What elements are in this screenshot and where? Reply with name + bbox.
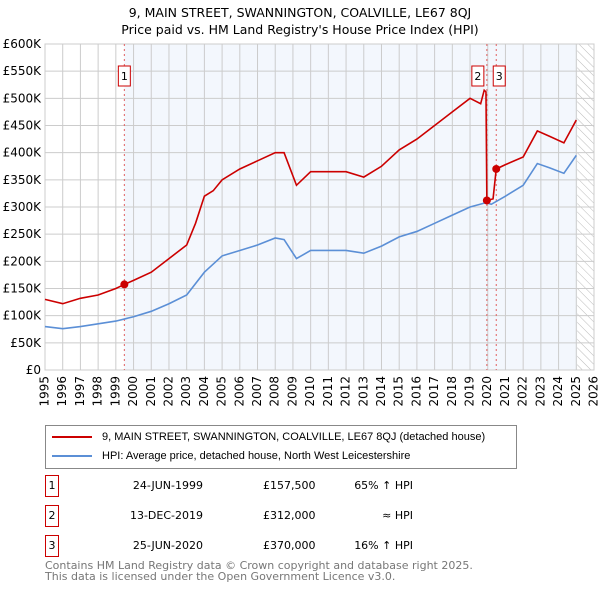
y-tick-label: £0 <box>26 363 41 377</box>
sale-badge <box>471 65 485 87</box>
x-tick-label: 1999 <box>108 376 122 407</box>
transaction-price: £312,000 <box>263 509 316 522</box>
x-tick-label: 2006 <box>232 376 246 407</box>
x-tick-label: 2001 <box>144 376 158 407</box>
x-tick-label: 2012 <box>339 376 353 407</box>
x-tick-label: 2020 <box>480 376 494 407</box>
x-tick-label: 2004 <box>197 376 211 407</box>
legend: 9, MAIN STREET, SWANNINGTON, COALVILLE, … <box>45 425 517 469</box>
sale-point <box>482 196 491 205</box>
y-tick-label: £250K <box>3 227 43 241</box>
sale-badge-label: 2 <box>474 70 481 83</box>
legend-item-property: 9, MAIN STREET, SWANNINGTON, COALVILLE, … <box>52 431 485 443</box>
y-tick-label: £450K <box>3 119 43 133</box>
x-tick-label: 2018 <box>445 376 459 407</box>
footer-line2: This data is licensed under the Open Gov… <box>45 570 396 583</box>
legend-label: HPI: Average price, detached house, Nort… <box>102 450 411 462</box>
x-tick-label: 2023 <box>533 376 547 407</box>
x-tick-label: 2025 <box>569 376 583 407</box>
x-tick-label: 2003 <box>179 376 193 407</box>
x-tick-label: 2000 <box>126 376 140 407</box>
transaction-badge: 1 <box>45 475 59 497</box>
legend-label: 9, MAIN STREET, SWANNINGTON, COALVILLE, … <box>102 431 486 443</box>
transaction-hpi: 16% ↑ HPI <box>354 539 413 552</box>
x-tick-label: 2026 <box>587 376 600 407</box>
x-tick-label: 2009 <box>285 376 299 407</box>
sale-badge-label: 3 <box>496 70 503 83</box>
y-tick-label: £550K <box>3 64 43 78</box>
transaction-price: £157,500 <box>263 479 316 492</box>
x-tick-label: 1998 <box>91 376 105 407</box>
footer-line1: Contains HM Land Registry data © Crown c… <box>45 559 473 572</box>
transaction-hpi: ≈ HPI <box>382 509 413 522</box>
x-tick-label: 2008 <box>268 376 282 407</box>
x-tick-label: 2017 <box>427 376 441 407</box>
x-tick-label: 2005 <box>215 376 229 407</box>
title-line1: 9, MAIN STREET, SWANNINGTON, COALVILLE, … <box>128 5 472 20</box>
transaction-hpi: 65% ↑ HPI <box>354 479 413 492</box>
sale-badge-label: 1 <box>121 70 128 83</box>
transaction-badge: 2 <box>45 505 59 527</box>
price-chart: 1995 1996 1997 1998 1999 2000 2001 2002 2003 2004… <box>3 37 600 407</box>
x-tick-label: 1996 <box>55 376 69 407</box>
legend-swatch-red <box>52 436 92 438</box>
sale-point <box>492 164 501 173</box>
hpi-line <box>44 154 577 330</box>
title-line2: Price paid vs. HM Land Registry's House … <box>121 22 479 37</box>
y-tick-label: £100K <box>3 309 43 323</box>
transaction-date: 13-DEC-2019 <box>129 509 203 522</box>
x-tick-label: 2024 <box>551 376 565 407</box>
transaction-date: 25-JUN-2020 <box>132 539 203 552</box>
y-tick-label: £200K <box>3 254 43 268</box>
plot-border <box>44 43 595 371</box>
legend-item-hpi: HPI: Average price, detached house, Nort… <box>52 450 410 462</box>
transaction-row: 2 13-DEC-2019 £312,000 ≈ HPI <box>45 505 445 527</box>
y-tick-label: £50K <box>10 336 42 350</box>
x-tick-label: 2021 <box>498 376 512 407</box>
y-tick-label: £150K <box>3 282 43 296</box>
sale-point <box>120 280 129 289</box>
chart-title: 9, MAIN STREET, SWANNINGTON, COALVILLE, … <box>0 4 600 38</box>
y-tick-label: £500K <box>3 91 43 105</box>
x-tick-label: 2016 <box>409 376 423 407</box>
x-tick-label: 2010 <box>303 376 317 407</box>
x-tick-label: 2014 <box>374 376 388 407</box>
transaction-price: £370,000 <box>263 539 316 552</box>
legend-swatch-blue <box>52 455 92 457</box>
transaction-row: 1 24-JUN-1999 £157,500 65% ↑ HPI <box>45 475 445 497</box>
x-tick-label: 2015 <box>392 376 406 407</box>
footer: Contains HM Land Registry data © Crown c… <box>45 560 473 582</box>
x-tick-label: 2019 <box>463 376 477 407</box>
y-tick-label: £400K <box>3 146 43 160</box>
x-tick-label: 1995 <box>38 376 52 407</box>
x-tick-label: 1997 <box>73 376 87 407</box>
y-tick-label: £350K <box>3 173 43 187</box>
transaction-row: 3 25-JUN-2020 £370,000 16% ↑ HPI <box>45 535 445 557</box>
sale-badge <box>492 65 506 87</box>
sale-badge <box>117 65 131 87</box>
y-tick-label: £600K <box>3 37 43 51</box>
x-tick-label: 2007 <box>250 376 264 407</box>
y-tick-label: £300K <box>3 200 43 214</box>
transaction-badge: 3 <box>45 535 59 557</box>
x-tick-label: 2013 <box>356 376 370 407</box>
property-price-line <box>44 88 577 305</box>
x-tick-label: 2022 <box>516 376 530 407</box>
x-tick-label: 2002 <box>161 376 175 407</box>
x-tick-label: 2011 <box>321 376 335 407</box>
transaction-date: 24-JUN-1999 <box>132 479 203 492</box>
